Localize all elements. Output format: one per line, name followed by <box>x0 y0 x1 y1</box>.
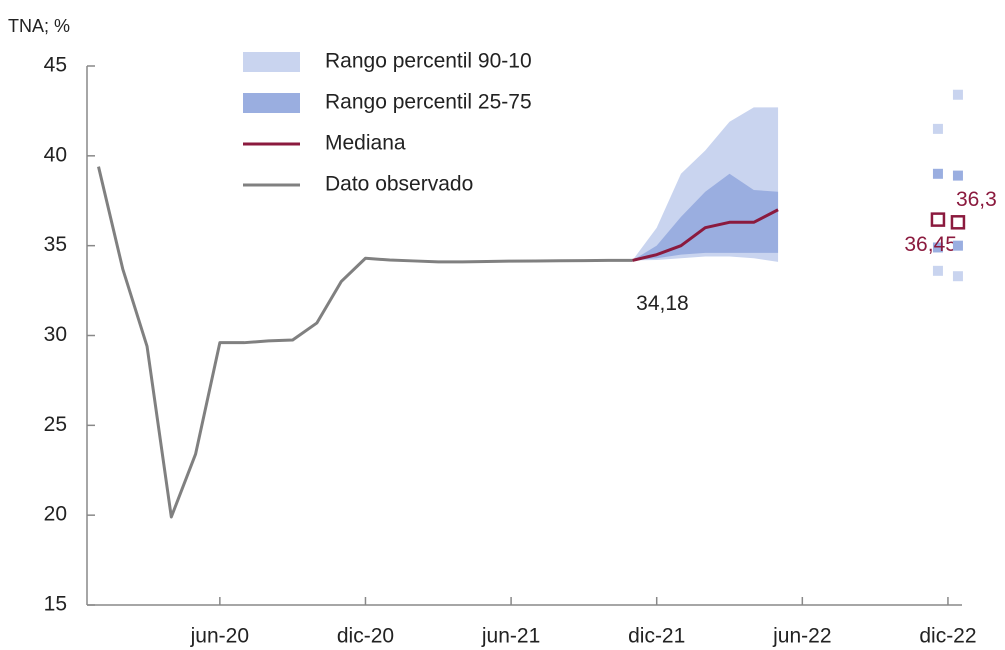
data-label: 34,18 <box>636 292 689 315</box>
y-tick-label: 30 <box>44 323 67 346</box>
y-tick-label: 40 <box>44 143 67 166</box>
x-tick-label: dic-22 <box>919 625 976 648</box>
x-tick-label: dic-20 <box>337 625 394 648</box>
percentile-point <box>952 240 963 251</box>
legend-label: Dato observado <box>325 173 473 196</box>
y-axis-label: TNA; % <box>8 16 70 36</box>
median-label: 36,45 <box>904 233 957 256</box>
legend-swatch <box>243 93 300 113</box>
percentile-point <box>932 242 943 253</box>
legend-label: Mediana <box>325 132 406 155</box>
percentile-point <box>952 89 963 100</box>
legend-label: Rango percentil 25-75 <box>325 91 532 114</box>
median-point <box>930 212 946 227</box>
percentile-band <box>632 173 779 261</box>
y-tick-label: 15 <box>44 593 67 616</box>
y-tick-label: 20 <box>44 503 67 526</box>
y-tick-label: 35 <box>44 233 67 256</box>
legend-swatch <box>243 52 300 72</box>
percentile-point <box>932 265 943 276</box>
y-tick-label: 25 <box>44 413 67 436</box>
x-tick-label: jun-20 <box>190 625 249 648</box>
x-tick-label: jun-21 <box>481 625 540 648</box>
series-line <box>632 208 779 262</box>
series-line <box>97 166 633 519</box>
percentile-point <box>932 168 943 179</box>
median-label: 36,3 <box>956 188 997 211</box>
percentile-point <box>952 170 963 181</box>
legend-label: Rango percentil 90-10 <box>325 50 532 73</box>
x-tick-label: dic-21 <box>628 625 685 648</box>
median-point <box>950 215 966 230</box>
percentile-point <box>952 271 963 282</box>
percentile-point <box>932 123 943 134</box>
x-tick-label: jun-22 <box>772 625 831 648</box>
y-tick-label: 45 <box>44 54 67 77</box>
